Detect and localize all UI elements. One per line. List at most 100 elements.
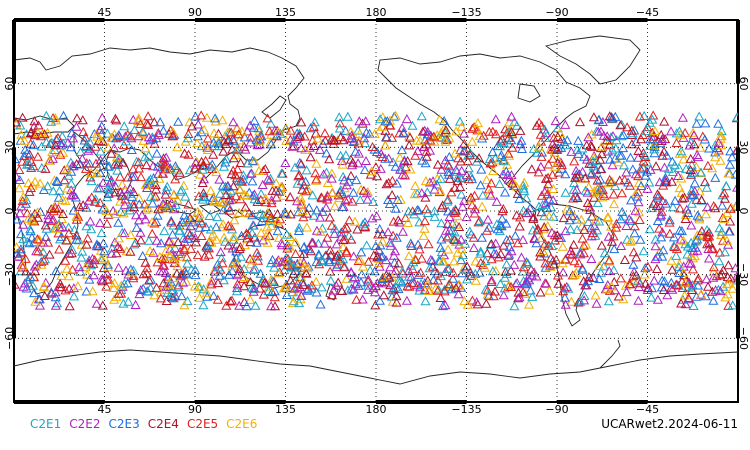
occultation-marker bbox=[326, 168, 337, 178]
occultation-marker bbox=[87, 253, 98, 263]
occultation-marker bbox=[356, 247, 367, 257]
occultation-marker bbox=[161, 281, 172, 291]
occultation-marker bbox=[262, 174, 273, 184]
occultation-marker bbox=[595, 174, 606, 184]
occultation-marker bbox=[540, 258, 551, 268]
occultation-marker bbox=[221, 154, 232, 164]
occultation-marker bbox=[28, 161, 39, 171]
occultation-marker bbox=[677, 193, 688, 203]
occultation-marker bbox=[303, 202, 315, 212]
occultation-marker bbox=[75, 146, 86, 156]
occultation-marker bbox=[358, 185, 369, 195]
occultation-marker bbox=[35, 178, 46, 188]
occultation-marker bbox=[311, 174, 322, 184]
occultation-marker bbox=[580, 239, 592, 249]
occultation-marker bbox=[172, 142, 183, 152]
occultation-marker bbox=[109, 129, 120, 139]
occultation-marker bbox=[174, 225, 185, 235]
occultation-marker bbox=[683, 207, 694, 217]
occultation-marker bbox=[633, 295, 644, 305]
occultation-marker bbox=[71, 230, 82, 240]
occultation-marker bbox=[657, 275, 668, 285]
occultation-marker bbox=[272, 216, 283, 226]
occultation-marker bbox=[301, 165, 312, 175]
occultation-marker bbox=[633, 152, 644, 162]
occultation-marker bbox=[387, 175, 398, 185]
occultation-marker bbox=[398, 127, 409, 137]
occultation-marker bbox=[691, 291, 702, 301]
occultation-marker bbox=[331, 280, 342, 290]
occultation-marker bbox=[68, 189, 79, 199]
occultation-marker bbox=[102, 268, 113, 278]
occultation-marker bbox=[429, 206, 440, 216]
occultation-marker bbox=[618, 294, 629, 304]
occultation-marker bbox=[57, 131, 68, 141]
occultation-marker bbox=[656, 210, 667, 220]
occultation-marker bbox=[40, 220, 51, 230]
border-bar-bottom bbox=[195, 400, 286, 404]
occultation-marker bbox=[14, 174, 25, 184]
occultation-marker bbox=[630, 205, 641, 215]
occultation-marker bbox=[240, 207, 251, 217]
occultation-marker bbox=[537, 199, 548, 209]
occultation-marker bbox=[686, 237, 697, 247]
occultation-marker bbox=[639, 269, 650, 279]
occultation-marker bbox=[423, 285, 434, 295]
occultation-marker bbox=[289, 162, 301, 172]
occultation-marker bbox=[255, 208, 266, 219]
occultation-marker bbox=[368, 196, 379, 206]
occultation-marker bbox=[213, 136, 224, 146]
occultation-marker bbox=[168, 293, 179, 303]
occultation-marker bbox=[696, 194, 707, 204]
occultation-marker bbox=[119, 199, 130, 209]
occultation-marker bbox=[640, 278, 651, 288]
occultation-marker bbox=[586, 129, 597, 139]
occultation-marker bbox=[245, 294, 256, 304]
occultation-marker bbox=[68, 291, 80, 301]
occultation-marker bbox=[281, 123, 292, 133]
occultation-marker bbox=[366, 166, 377, 176]
occultation-marker bbox=[128, 265, 139, 275]
occultation-marker bbox=[218, 161, 230, 171]
occultation-marker bbox=[32, 207, 43, 217]
occultation-marker bbox=[336, 155, 348, 165]
occultation-marker bbox=[412, 280, 423, 290]
occultation-marker bbox=[25, 271, 36, 282]
occultation-marker bbox=[308, 140, 319, 150]
occultation-marker bbox=[446, 225, 457, 235]
occultation-marker bbox=[62, 183, 73, 193]
occultation-marker bbox=[531, 238, 542, 248]
occultation-marker bbox=[66, 185, 77, 195]
occultation-marker bbox=[123, 296, 134, 306]
occultation-marker bbox=[454, 221, 465, 231]
occultation-marker bbox=[363, 276, 374, 286]
occultation-marker bbox=[440, 124, 451, 135]
occultation-marker bbox=[639, 150, 650, 160]
occultation-marker bbox=[642, 282, 654, 292]
occultation-marker bbox=[234, 207, 245, 217]
occultation-marker bbox=[610, 153, 621, 163]
occultation-marker bbox=[671, 279, 682, 289]
occultation-marker bbox=[262, 207, 273, 218]
occultation-marker bbox=[29, 288, 40, 298]
occultation-marker bbox=[511, 120, 523, 130]
occultation-marker bbox=[245, 168, 256, 178]
occultation-marker bbox=[526, 164, 537, 174]
occultation-marker bbox=[437, 300, 449, 311]
occultation-marker bbox=[408, 277, 419, 287]
occultation-marker bbox=[384, 198, 395, 208]
occultation-marker bbox=[296, 290, 307, 300]
occultation-marker bbox=[213, 262, 224, 272]
occultation-marker bbox=[490, 114, 501, 124]
occultation-marker bbox=[47, 146, 58, 156]
occultation-marker bbox=[246, 168, 257, 178]
occultation-marker bbox=[315, 212, 326, 222]
occultation-marker bbox=[119, 278, 130, 288]
occultation-marker bbox=[597, 192, 608, 202]
occultation-marker bbox=[713, 145, 724, 155]
occultation-marker bbox=[30, 266, 41, 276]
occultation-marker bbox=[252, 255, 264, 265]
occultation-marker bbox=[27, 280, 38, 290]
occultation-marker bbox=[686, 198, 697, 208]
occultation-marker bbox=[658, 245, 669, 255]
